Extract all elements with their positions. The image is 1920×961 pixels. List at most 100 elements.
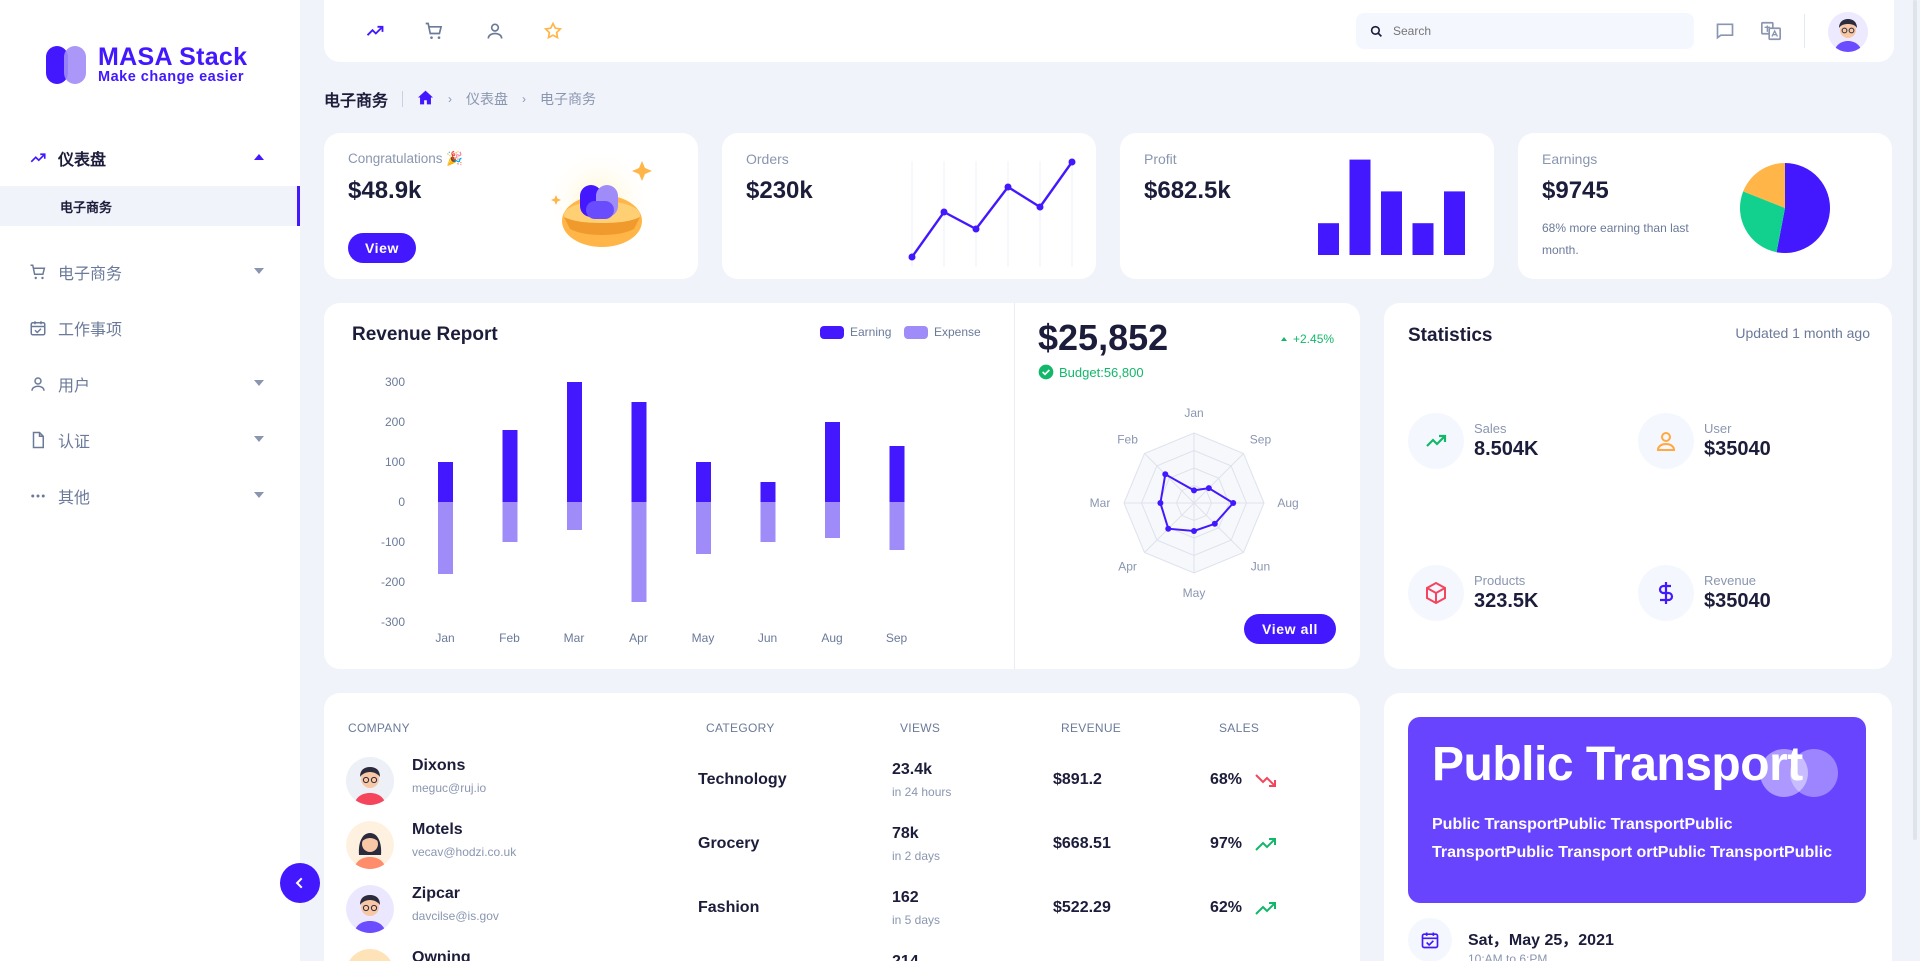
- x-tick-label: Mar: [564, 631, 585, 645]
- budget-label-text: Budget:56,800: [1059, 364, 1144, 380]
- legend-earning[interactable]: Earning: [820, 325, 891, 339]
- promo-title: Public Transport: [1432, 738, 1803, 791]
- sidebar-item-auth[interactable]: 认证: [0, 412, 300, 468]
- sidebar-subitem-ecommerce[interactable]: 电子商务: [0, 186, 300, 226]
- y-tick-label: 0: [398, 495, 405, 509]
- user-icon[interactable]: [484, 20, 506, 42]
- calendar-check-icon: [28, 318, 48, 338]
- stat-label: Sales: [1474, 421, 1507, 436]
- radar-axis: [1193, 453, 1244, 504]
- stat-label: User: [1704, 421, 1732, 436]
- x-tick-label: Jan: [435, 631, 454, 645]
- pie-slice: [1740, 191, 1785, 253]
- user-avatar[interactable]: [1828, 12, 1868, 52]
- radar-label: Aug: [1277, 496, 1298, 510]
- profit-bar: [1349, 159, 1371, 255]
- stat-value: 8.504K: [1474, 438, 1539, 460]
- x-tick-label: Aug: [821, 631, 842, 645]
- company-name: Zipcar: [412, 885, 461, 902]
- company-email: davcilse@is.gov: [412, 909, 499, 923]
- orders-sparkline: [908, 158, 1076, 267]
- table-header-views: VIEWS: [900, 721, 941, 735]
- orders-point: [1036, 203, 1044, 211]
- sidebar-item-tasks[interactable]: 工作事项: [0, 300, 300, 356]
- budget-radar-chart: Jan Sep Aug Jun May Apr Mar Feb: [1090, 406, 1299, 600]
- top-bar: [324, 0, 1894, 62]
- table-row[interactable]: Zipcar davcilse@is.gov Fashion 162 in 5 …: [324, 881, 1360, 945]
- x-tick-label: Sep: [886, 631, 908, 645]
- company-category: Fashion: [698, 899, 760, 916]
- congrats-card: Congratulations 🎉 $48.9k View: [324, 133, 698, 279]
- collapse-sidebar-button[interactable]: [280, 863, 320, 903]
- radar-label: Feb: [1117, 432, 1138, 446]
- view-all-button[interactable]: View all: [1244, 614, 1336, 644]
- radar-axis: [1193, 502, 1244, 553]
- home-icon[interactable]: [417, 90, 434, 108]
- expense-bar: [696, 502, 711, 554]
- radar-label: Jan: [1184, 406, 1203, 420]
- y-tick-label: 300: [385, 375, 405, 389]
- company-sales: 97%: [1210, 835, 1243, 852]
- breadcrumb-item[interactable]: 仪表盘: [466, 91, 509, 107]
- cart-icon[interactable]: [423, 20, 445, 42]
- profit-label: Profit: [1144, 151, 1177, 167]
- company-sales: 68%: [1210, 771, 1243, 788]
- trending-down-icon: [1255, 774, 1276, 787]
- user-icon: [1638, 413, 1694, 469]
- orders-line: [911, 161, 1073, 258]
- stat-label: Revenue: [1704, 573, 1757, 588]
- company-views: 162: [892, 889, 919, 906]
- sidebar-item-other[interactable]: 其他: [0, 468, 300, 524]
- caret-up-icon: [1281, 337, 1287, 341]
- radar-point: [1191, 487, 1197, 494]
- earnings-card: Earnings $9745 68% more earning than las…: [1518, 133, 1892, 279]
- breadcrumb-item: 电子商务: [540, 91, 597, 107]
- star-icon[interactable]: [542, 20, 564, 42]
- chevron-right-icon: ›: [448, 92, 453, 106]
- schedule-date: Sat，May 25，2021: [1468, 932, 1614, 949]
- orders-point: [940, 208, 948, 216]
- chat-icon[interactable]: [1714, 20, 1736, 42]
- sidebar-item-dashboard[interactable]: 仪表盘: [0, 130, 300, 186]
- revenue-report-card: Revenue Report Earning Expense 300 200 100…: [324, 303, 1360, 669]
- sidebar-item-ecommerce[interactable]: 电子商务: [0, 244, 300, 300]
- table-row[interactable]: Dixons meguc@ruj.io Technology 23.4k in …: [324, 753, 1360, 817]
- earnings-note: 68% more earning than last month.: [1542, 221, 1689, 257]
- breadcrumb-divider: [402, 91, 404, 107]
- search-input[interactable]: [1393, 24, 1673, 38]
- table-header-category: CATEGORY: [706, 721, 775, 735]
- legend-expense[interactable]: Expense: [904, 325, 981, 339]
- profit-bar: [1381, 191, 1402, 255]
- table-row[interactable]: Motels vecav@hodzi.co.uk Grocery 78k in …: [324, 817, 1360, 881]
- stat-products: Products 323.5K: [1408, 565, 1539, 621]
- public-transport-banner[interactable]: Public Transport Public TransportPublic …: [1408, 717, 1866, 903]
- legend-swatch: [820, 325, 844, 339]
- legend-label: Earning: [850, 325, 892, 339]
- table-row[interactable]: Owning 214: [324, 945, 1360, 961]
- scrollbar-thumb[interactable]: [1913, 0, 1917, 840]
- trending-up-icon[interactable]: [364, 20, 386, 42]
- schedule-item: Sat，May 25，2021 10:AM to 6:PM: [1408, 918, 1614, 961]
- budget-label: Budget:56,800: [1038, 364, 1144, 380]
- radar-point: [1230, 500, 1237, 506]
- decor-circle: [1760, 749, 1808, 797]
- revenue-title: Revenue Report: [352, 324, 498, 345]
- expense-bar: [567, 502, 582, 530]
- radar-point: [1157, 500, 1164, 506]
- sidebar-item-users[interactable]: 用户: [0, 356, 300, 412]
- promo-body: Public TransportPublic TransportPublic T…: [1432, 816, 1833, 861]
- radar-label: Jun: [1251, 560, 1270, 574]
- company-name: Owning: [412, 949, 471, 961]
- brand-logo[interactable]: MASA Stack Make change easier: [46, 44, 247, 86]
- company-views: 23.4k: [892, 761, 933, 778]
- search-bar[interactable]: [1356, 13, 1694, 49]
- congrats-label: Congratulations 🎉: [348, 151, 464, 166]
- stat-value: $35040: [1704, 438, 1771, 460]
- stat-sales: Sales 8.504K: [1408, 413, 1539, 469]
- translate-icon[interactable]: [1760, 20, 1782, 42]
- chevron-down-icon: [254, 380, 264, 386]
- chevron-up-icon: [254, 154, 264, 160]
- chevron-down-icon: [254, 268, 264, 274]
- view-button[interactable]: View: [348, 233, 416, 263]
- company-avatar: [346, 885, 394, 933]
